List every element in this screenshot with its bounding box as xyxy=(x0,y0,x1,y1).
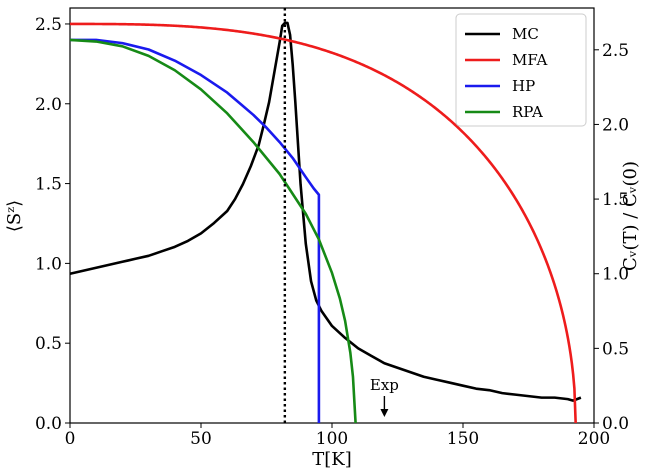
y-tick-label-left: 1.5 xyxy=(35,175,62,195)
legend-label-hp: HP xyxy=(512,77,535,95)
x-tick-label: 200 xyxy=(578,429,610,449)
series-line-mfa xyxy=(69,22,577,424)
y-tick-label-left: 2.0 xyxy=(35,95,62,115)
y-tick-label-right: 0.0 xyxy=(602,414,629,434)
y-axis-label-right: Cᵥ(T) / Cᵥ(0) xyxy=(620,161,641,271)
x-axis-label: T[K] xyxy=(312,449,352,470)
legend-box xyxy=(455,13,587,127)
y-tick-label-right: 2.5 xyxy=(602,41,629,61)
x-tick-label: 50 xyxy=(190,429,212,449)
legend: MC MFA HP RPA xyxy=(455,13,587,127)
exp-label: Exp xyxy=(370,376,399,394)
series-line-hp xyxy=(70,38,321,423)
series-line-rpa xyxy=(69,38,357,424)
y-tick-label-left: 0.5 xyxy=(35,334,62,354)
x-tick-label: 0 xyxy=(65,429,76,449)
legend-label-mc: MC xyxy=(512,25,539,43)
series-lines xyxy=(69,21,582,424)
y-tick-label-left: 0.0 xyxy=(35,414,62,434)
axis-ticks: 0 50 100 150 2000.00.51.01.52.02.50.00.51.01… xyxy=(35,15,629,449)
legend-label-mfa: MFA xyxy=(512,51,547,69)
y-tick-label-left: 1.0 xyxy=(35,254,62,274)
y-tick-label-left: 2.5 xyxy=(35,15,62,35)
series-line-mc xyxy=(69,21,582,402)
exp-arrow-head xyxy=(380,409,389,417)
annotations: Exp xyxy=(283,8,399,423)
y-axis-label-left: ⟨Sᶻ⟩ xyxy=(4,200,25,232)
y-tick-label-right: 2.0 xyxy=(602,115,629,135)
legend-label-rpa: RPA xyxy=(512,103,543,121)
x-tick-label: 100 xyxy=(316,429,348,449)
y-tick-label-right: 0.5 xyxy=(602,339,629,359)
y-tick-label-right: 1.5 xyxy=(602,190,629,210)
y-tick-label-right: 1.0 xyxy=(602,265,629,285)
x-tick-label: 150 xyxy=(447,429,479,449)
